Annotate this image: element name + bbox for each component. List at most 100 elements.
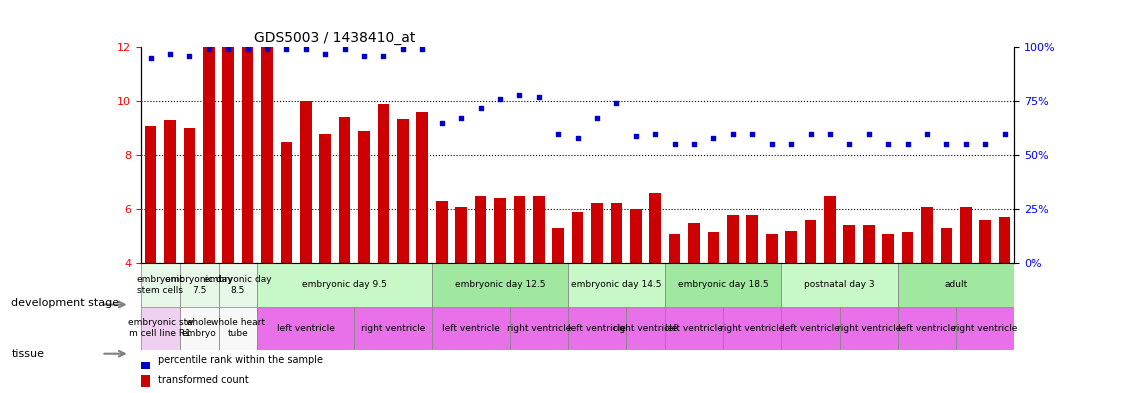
FancyBboxPatch shape xyxy=(257,263,432,307)
Text: left ventricle: left ventricle xyxy=(781,324,840,332)
Point xyxy=(646,130,664,137)
Bar xyxy=(902,232,913,263)
Point xyxy=(219,46,238,52)
Bar xyxy=(649,193,662,263)
Point xyxy=(161,51,179,57)
Bar xyxy=(863,226,875,263)
Bar xyxy=(786,231,797,263)
Bar xyxy=(552,228,564,263)
Text: embryonic day 12.5: embryonic day 12.5 xyxy=(454,281,545,289)
FancyBboxPatch shape xyxy=(568,263,665,307)
Point xyxy=(588,116,606,122)
Bar xyxy=(999,217,1011,263)
FancyBboxPatch shape xyxy=(432,307,509,350)
Text: left ventricle: left ventricle xyxy=(568,324,625,332)
Point xyxy=(801,130,819,137)
FancyBboxPatch shape xyxy=(509,307,568,350)
FancyBboxPatch shape xyxy=(219,263,257,307)
FancyBboxPatch shape xyxy=(141,263,179,307)
Point xyxy=(995,130,1013,137)
Text: tissue: tissue xyxy=(11,349,44,359)
Bar xyxy=(417,112,428,263)
FancyBboxPatch shape xyxy=(898,263,1014,307)
Point xyxy=(898,141,916,147)
Bar xyxy=(592,202,603,263)
Point xyxy=(879,141,897,147)
Point xyxy=(374,53,392,59)
Bar xyxy=(708,232,719,263)
Text: right ventricle: right ventricle xyxy=(613,324,677,332)
Bar xyxy=(494,198,506,263)
Point xyxy=(394,46,412,52)
Text: right ventricle: right ventricle xyxy=(720,324,784,332)
Point xyxy=(744,130,762,137)
FancyBboxPatch shape xyxy=(781,263,898,307)
Point xyxy=(607,100,625,107)
FancyBboxPatch shape xyxy=(724,307,781,350)
Text: right ventricle: right ventricle xyxy=(836,324,900,332)
Text: embryonic day 9.5: embryonic day 9.5 xyxy=(302,281,387,289)
Text: transformed count: transformed count xyxy=(158,375,249,385)
Bar xyxy=(689,223,700,263)
Bar xyxy=(397,119,409,263)
Point xyxy=(841,141,859,147)
Bar xyxy=(319,134,331,263)
Text: postnatal day 3: postnatal day 3 xyxy=(805,281,875,289)
Point xyxy=(627,133,645,139)
Text: whole
embryo: whole embryo xyxy=(181,318,216,338)
Bar xyxy=(184,128,195,263)
Text: embryonic day 14.5: embryonic day 14.5 xyxy=(571,281,662,289)
Point xyxy=(180,53,198,59)
Bar xyxy=(242,47,254,263)
Bar xyxy=(358,131,370,263)
Text: embryonic
stem cells: embryonic stem cells xyxy=(136,275,185,295)
Point xyxy=(142,55,160,61)
Bar xyxy=(300,101,312,263)
Bar xyxy=(941,228,952,263)
Bar xyxy=(571,212,584,263)
Bar xyxy=(611,202,622,263)
FancyBboxPatch shape xyxy=(432,263,568,307)
Point xyxy=(938,141,956,147)
Point xyxy=(511,92,529,98)
FancyBboxPatch shape xyxy=(840,307,898,350)
Text: left ventricle: left ventricle xyxy=(277,324,335,332)
FancyBboxPatch shape xyxy=(898,307,956,350)
FancyBboxPatch shape xyxy=(141,307,179,350)
Point xyxy=(782,141,800,147)
Point xyxy=(569,135,587,141)
Text: right ventricle: right ventricle xyxy=(506,324,571,332)
Bar xyxy=(455,207,467,263)
Point xyxy=(296,46,314,52)
Point xyxy=(666,141,684,147)
Bar xyxy=(979,220,991,263)
Point xyxy=(317,51,335,57)
Point xyxy=(491,96,509,102)
Point xyxy=(414,46,432,52)
FancyBboxPatch shape xyxy=(179,263,219,307)
Point xyxy=(549,130,567,137)
Point xyxy=(452,116,470,122)
Bar xyxy=(746,215,758,263)
Point xyxy=(471,105,489,111)
Point xyxy=(957,141,975,147)
Point xyxy=(724,130,742,137)
Bar xyxy=(921,207,933,263)
Bar xyxy=(378,104,389,263)
Bar xyxy=(843,226,855,263)
FancyBboxPatch shape xyxy=(627,307,665,350)
Point xyxy=(919,130,937,137)
Point xyxy=(239,46,257,52)
Point xyxy=(530,94,548,100)
FancyBboxPatch shape xyxy=(354,307,432,350)
FancyBboxPatch shape xyxy=(257,307,354,350)
Point xyxy=(820,130,838,137)
Bar xyxy=(261,47,273,263)
Bar xyxy=(144,125,157,263)
Text: embryonic day
7.5: embryonic day 7.5 xyxy=(166,275,233,295)
Text: embryonic day 18.5: embryonic day 18.5 xyxy=(677,281,769,289)
Text: GDS5003 / 1438410_at: GDS5003 / 1438410_at xyxy=(255,31,416,45)
Bar xyxy=(533,196,544,263)
FancyBboxPatch shape xyxy=(219,307,257,350)
Text: embryonic day
8.5: embryonic day 8.5 xyxy=(204,275,272,295)
